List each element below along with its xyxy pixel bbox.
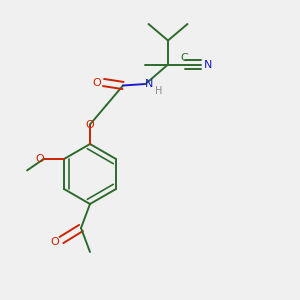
Text: C: C [180, 53, 188, 63]
Text: N: N [203, 59, 212, 70]
Text: O: O [50, 237, 59, 247]
Text: N: N [145, 79, 153, 89]
Text: H: H [155, 85, 162, 96]
Text: O: O [85, 119, 94, 130]
Text: O: O [35, 154, 44, 164]
Text: O: O [92, 77, 101, 88]
